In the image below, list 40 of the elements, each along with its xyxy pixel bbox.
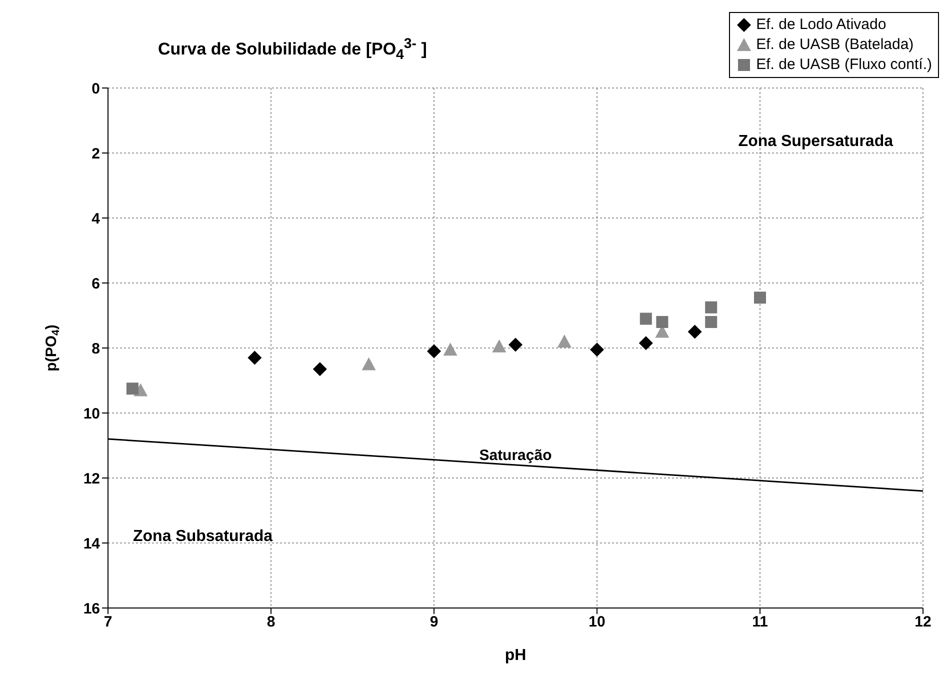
point — [590, 342, 604, 357]
point — [705, 301, 718, 314]
point — [557, 334, 572, 348]
x-tick-label: 9 — [430, 614, 438, 631]
series-label: Saturação — [479, 447, 552, 464]
y-tick-label: 16 — [83, 600, 100, 618]
x-tick-label: 7 — [104, 614, 112, 631]
y-tick-label: 0 — [92, 80, 100, 98]
x-tick-label: 8 — [266, 614, 276, 631]
point — [754, 292, 766, 304]
y-tick-label: 14 — [83, 535, 101, 552]
annotation: Zona Subsaturada — [133, 528, 273, 546]
point — [126, 382, 138, 395]
point — [492, 339, 506, 352]
annotation: Zona Supersaturada — [738, 133, 893, 151]
x-axis-title: pH — [504, 647, 526, 664]
legend-label: Ef. de Lodo Ativado — [756, 15, 886, 35]
legend-label: Ef. de UASB (Batelada) — [756, 35, 914, 55]
chart-title: Curva de Solubilidade de [PO$_{4}$$^{3-}$ ] — [158, 36, 427, 64]
x-tick-label: 10 — [588, 614, 606, 631]
point — [688, 324, 702, 339]
y-tick-label: 4 — [92, 210, 101, 228]
y-tick-label: 2 — [92, 145, 100, 162]
legend-label: Ef. de UASB (Fluxo contí.) — [756, 55, 932, 75]
point — [508, 338, 522, 352]
x-tick-label: 12 — [914, 614, 932, 631]
point — [443, 342, 458, 356]
point — [312, 362, 327, 376]
point — [638, 336, 653, 350]
point — [248, 350, 262, 365]
point — [705, 316, 718, 328]
y-tick-label: 10 — [83, 405, 100, 422]
x-tick-label: 11 — [752, 614, 768, 631]
point — [640, 312, 652, 325]
point — [427, 344, 441, 358]
point — [656, 316, 668, 328]
y-tick-label: 6 — [92, 275, 100, 292]
y-tick-label: 8 — [92, 340, 100, 358]
y-tick-label: 12 — [83, 470, 100, 488]
point — [362, 357, 376, 370]
